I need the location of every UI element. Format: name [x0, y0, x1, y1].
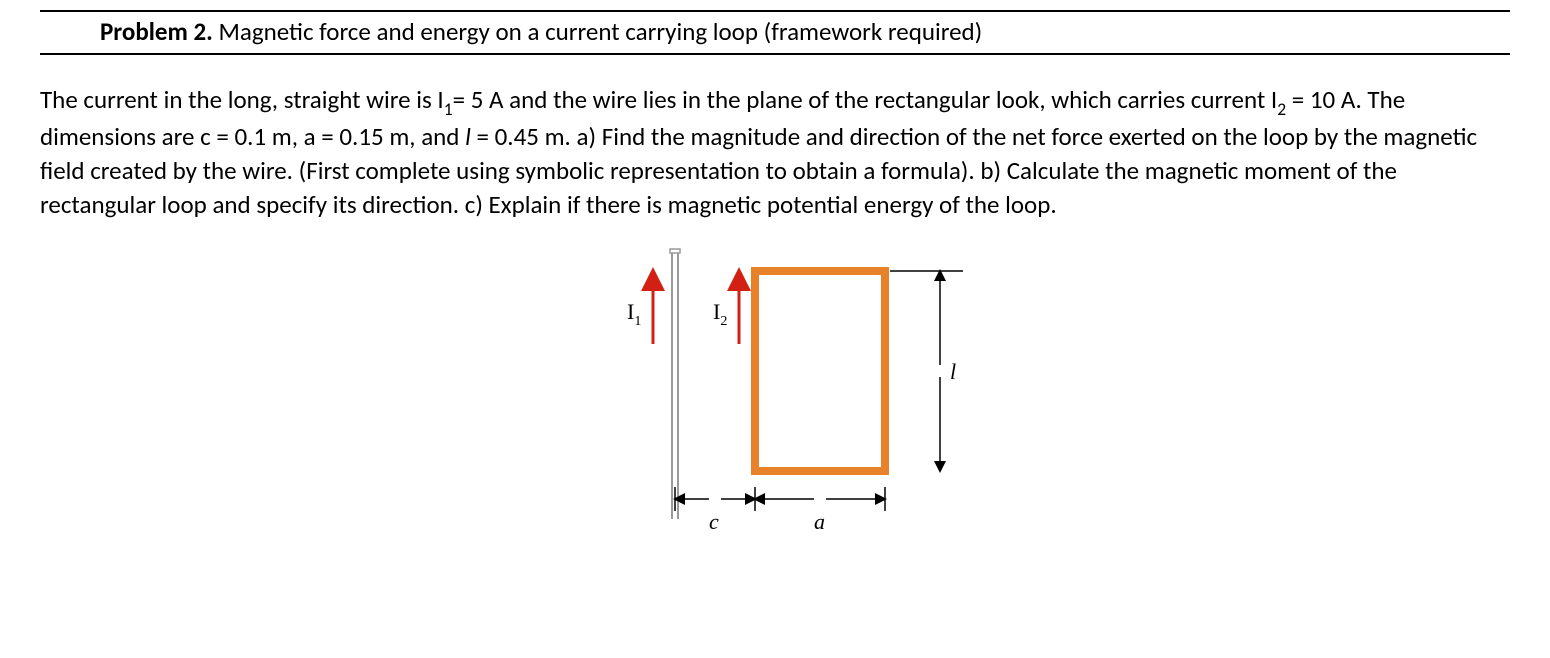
page: Problem 2. Magnetic force and energy on … [0, 0, 1550, 574]
problem-body: The current in the long, straight wire i… [40, 83, 1510, 222]
svg-text:I1: I1 [627, 299, 641, 329]
problem-title: Problem 2. Magnetic force and energy on … [40, 12, 1510, 53]
figure-container: I1 I2 c a l [40, 239, 1510, 554]
svg-text:l: l [950, 359, 956, 384]
svg-text:a: a [814, 509, 825, 534]
under-title-rule [40, 53, 1510, 55]
title-bold: Problem 2. [100, 16, 213, 47]
svg-text:c: c [709, 509, 719, 534]
body-seg-1: The current in the long, straight wire i… [40, 84, 444, 115]
body-sub-2: 2 [1277, 98, 1286, 120]
figure: I1 I2 c a l [565, 239, 985, 554]
svg-text:I2: I2 [713, 299, 727, 329]
figure-svg: I1 I2 c a l [565, 239, 985, 549]
body-sub-1: 1 [444, 98, 453, 120]
title-rest: Magnetic force and energy on a current c… [213, 16, 982, 47]
body-seg-2: = 5 A and the wire lies in the plane of … [453, 84, 1278, 115]
